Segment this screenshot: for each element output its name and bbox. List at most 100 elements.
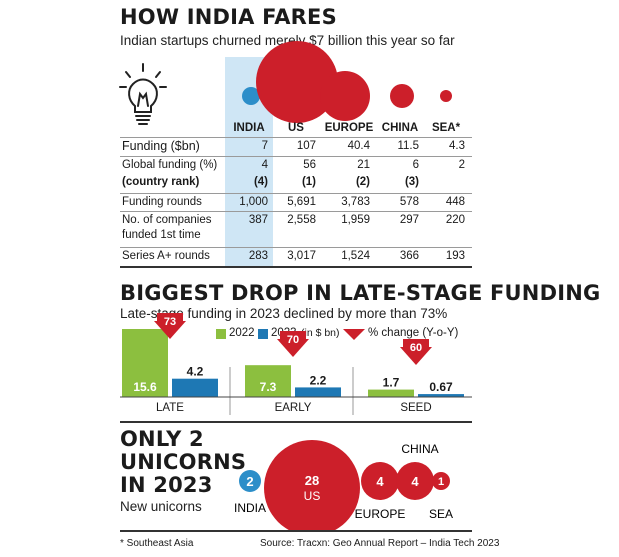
- cell: 7: [261, 140, 268, 152]
- cell: 578: [399, 196, 419, 208]
- title-line: UNICORNS: [120, 450, 247, 474]
- row-label-companies-2: funded 1st time: [122, 229, 201, 241]
- unicorn-label-sea: SEA: [429, 507, 453, 521]
- cell: 2,558: [287, 214, 316, 226]
- section1-subtitle: Indian startups churned merely $7 billio…: [120, 33, 455, 48]
- col-india: INDIA: [233, 122, 265, 134]
- bar-value-label: 1.7: [383, 376, 400, 390]
- legend-swatch-2023: [258, 329, 268, 339]
- legend-swatch-2022: [216, 329, 226, 339]
- section3-subtitle: New unicorns: [120, 499, 202, 514]
- row-label-companies: No. of companies: [122, 214, 212, 226]
- legend-change: % change (Y-o-Y): [368, 327, 459, 339]
- source-note: Source: Tracxn: Geo Annual Report – Indi…: [260, 538, 500, 549]
- col-europe: EUROPE: [324, 122, 374, 134]
- bubble-europe: [320, 71, 370, 121]
- change-value-label: 73: [164, 316, 176, 328]
- cell: 1,000: [239, 196, 268, 208]
- cell: 3,783: [341, 196, 370, 208]
- change-value-label: 60: [410, 342, 422, 354]
- legend-2022: 2022: [229, 327, 255, 339]
- bar-seed-2022: [368, 389, 414, 397]
- unicorn-bubble-india: [239, 470, 261, 492]
- row-label-rounds: Funding rounds: [122, 196, 202, 208]
- legend-unit: (in $ bn): [301, 327, 340, 339]
- cell: 4: [261, 159, 268, 171]
- bar-seed-2023: [418, 394, 464, 397]
- lightbulb-icon: [119, 63, 167, 125]
- bubble-sea: [440, 90, 452, 102]
- cell: 11.5: [397, 140, 419, 152]
- cell: 297: [399, 214, 419, 226]
- cell: 283: [248, 250, 268, 262]
- cell: 4.3: [449, 140, 465, 152]
- section1-title: HOW INDIA FARES: [120, 5, 337, 29]
- col-china: CHINA: [381, 122, 419, 134]
- category-label: EARLY: [275, 402, 312, 414]
- cell: 366: [399, 250, 419, 262]
- bubble-us: [256, 41, 338, 123]
- unicorn-bubble-europe: [361, 462, 399, 500]
- cell: 56: [303, 159, 316, 171]
- change-arrow-body: [403, 339, 429, 349]
- unicorn-value-china: 4: [411, 474, 419, 489]
- unicorn-bubble-china: [396, 462, 434, 500]
- change-arrow-icon: [400, 347, 432, 365]
- col-us: US: [288, 122, 304, 134]
- bar-value-label: 0.67: [429, 380, 453, 394]
- category-label: SEED: [400, 402, 431, 414]
- bar-value-label: 7.3: [260, 380, 277, 394]
- cell: (1): [301, 176, 316, 188]
- cell: (2): [355, 176, 370, 188]
- cell: 21: [357, 159, 370, 171]
- cell: (4): [253, 176, 268, 188]
- change-arrow-icon: [277, 339, 309, 357]
- bar-value-label: 15.6: [133, 380, 157, 394]
- cell: 6: [412, 159, 419, 171]
- category-label: LATE: [156, 402, 184, 414]
- cell: (3): [404, 176, 419, 188]
- cell: 193: [445, 250, 465, 262]
- change-value-label: 70: [287, 334, 299, 346]
- change-arrow-body: [157, 313, 183, 323]
- row-label-rank: (country rank): [122, 176, 200, 188]
- title-line: ONLY 2: [120, 427, 204, 451]
- cell: 448: [445, 196, 465, 208]
- unicorn-bubble-us: [264, 440, 360, 530]
- bubble-india: [242, 87, 260, 105]
- section2-title: BIGGEST DROP IN LATE-STAGE FUNDING: [120, 281, 601, 305]
- unicorn-bubble-sea: [432, 472, 450, 490]
- bar-value-label: 4.2: [187, 365, 204, 379]
- cell: 107: [296, 140, 316, 152]
- bar-late-2022: [122, 329, 168, 397]
- cell: 3,017: [287, 250, 316, 262]
- unicorn-label-europe: EUROPE: [355, 507, 406, 521]
- unicorn-value-europe: 4: [376, 474, 384, 489]
- legend-arrow-icon: [343, 329, 365, 340]
- cell: 1,959: [341, 214, 370, 226]
- unicorn-label-us: US: [304, 489, 321, 503]
- row-label-series: Series A+ rounds: [122, 250, 210, 262]
- cell: 1,524: [341, 250, 370, 262]
- bar-value-label: 2.2: [310, 373, 327, 387]
- bar-late-2023: [172, 378, 218, 397]
- cell: 40.4: [347, 140, 370, 152]
- title-line: IN 2023: [120, 473, 213, 497]
- bubble-china: [390, 84, 414, 108]
- unicorn-value-india: 2: [246, 474, 253, 489]
- cell: 220: [445, 214, 465, 226]
- unicorn-label-china: CHINA: [401, 442, 438, 456]
- cell: 2: [458, 159, 465, 171]
- row-label-funding: Funding ($bn): [122, 139, 200, 153]
- footnote: * Southeast Asia: [120, 538, 194, 549]
- section3-title: ONLY 2 UNICORNS IN 2023: [120, 428, 246, 497]
- cell: 387: [248, 214, 268, 226]
- cell: 5,691: [287, 196, 316, 208]
- section2-subtitle: Late-stage funding in 2023 declined by m…: [120, 306, 448, 321]
- change-arrow-body: [280, 331, 306, 341]
- funding-bubbles: [242, 41, 452, 123]
- col-sea: SEA*: [431, 122, 461, 134]
- change-arrow-icon: [154, 321, 186, 339]
- unicorn-value-us: 28: [305, 473, 319, 488]
- unicorn-bubbles: 2 INDIA 28 US 4 EUROPE 4 CHINA 1 SEA: [234, 440, 453, 530]
